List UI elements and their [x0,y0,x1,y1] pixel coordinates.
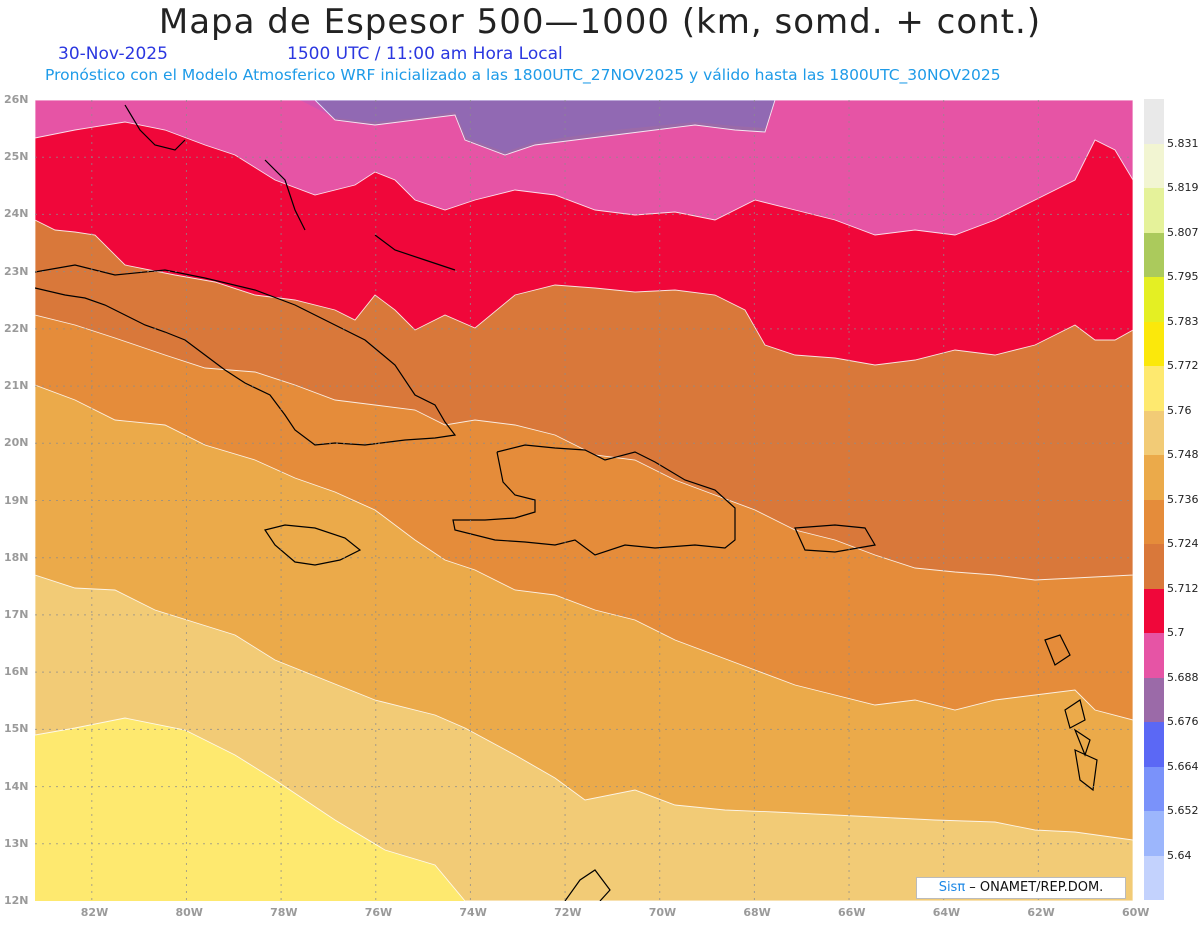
colorbar-label: 5.807 [1167,225,1199,239]
colorbar-label: 5.688 [1167,670,1199,684]
credit-brand: Sisπ [938,880,966,895]
colorbar-label: 5.7 [1167,626,1185,639]
lat-label: 23N [4,264,29,278]
colorbar-swatch [1144,499,1164,544]
colorbar-swatch [1144,143,1164,188]
lon-label: 60W [1122,906,1150,919]
lon-label: 70W [648,906,677,919]
lat-label: 15N [4,722,29,736]
colorbar-label: 5.724 [1167,537,1199,550]
lat-label: 22N [4,321,29,335]
lat-label: 20N [4,436,29,450]
lat-label: 21N [4,379,29,393]
lat-label: 16N [4,665,29,679]
colorbar-label: 5.831 [1167,136,1199,150]
colorbar-swatch [1144,855,1164,900]
colorbar-label: 5.795 [1167,270,1199,283]
forecast-description: Pronóstico con el Modelo Atmosferico WRF… [45,66,1001,84]
lon-label: 78W [270,906,298,919]
lon-label: 82W [80,906,109,919]
colorbar-swatch [1144,544,1164,589]
thickness-map [35,100,1133,901]
colorbar-swatch [1144,410,1164,455]
lon-label: 62W [1027,906,1055,919]
colorbar-label: 5.772 [1167,359,1199,372]
colorbar-swatch [1144,277,1164,322]
colorbar-swatch [1144,633,1164,678]
forecast-time: 1500 UTC / 11:00 am Hora Local [287,44,563,64]
colorbar-label: 5.748 [1167,448,1199,461]
colorbar-label: 5.664 [1167,759,1199,773]
colorbar-label: 5.64 [1167,848,1192,862]
colorbar-label: 5.819 [1167,181,1199,194]
colorbar-swatch [1144,677,1164,722]
lat-label: 17N [4,607,29,621]
colorbar-label: 5.783 [1167,314,1199,328]
colorbar-label: 5.712 [1167,581,1199,595]
lon-label: 74W [459,906,487,919]
lat-label: 13N [4,836,29,850]
lon-label: 68W [743,906,771,919]
colorbar-swatch [1144,722,1164,767]
forecast-date: 30-Nov-2025 [58,44,168,64]
coastlines [35,104,1098,901]
colorbar-swatch [1144,811,1164,856]
colorbar-label: 5.76 [1167,403,1192,417]
colorbar-swatch [1144,766,1164,811]
lon-label: 76W [364,906,393,919]
lat-label: 19N [4,493,29,507]
lon-label: 64W [932,906,961,919]
lat-label: 26N [4,93,29,106]
lat-label: 18N [4,550,29,564]
colorbar-swatch [1144,232,1164,277]
lat-label: 12N [4,894,29,907]
colorbar-swatch [1144,188,1164,233]
map-title: Mapa de Espesor 500—1000 (km, somd. + co… [158,2,1042,42]
colorbar-label: 5.676 [1167,715,1199,728]
colorbar-swatch [1144,366,1164,411]
credit-org: – ONAMET/REP.DOM. [965,880,1104,895]
lon-label: 72W [554,906,582,919]
colorbar-label: 5.736 [1167,492,1199,506]
lat-label: 14N [4,779,29,793]
lon-label: 80W [175,906,203,919]
credit-box: Sisπ – ONAMET/REP.DOM. [916,877,1126,899]
lon-label: 66W [838,906,866,919]
colorbar-swatch [1144,455,1164,500]
lat-label: 25N [4,150,29,164]
colorbar-swatch [1144,99,1164,144]
colorbar-swatch [1144,588,1164,633]
lat-label: 24N [4,207,29,221]
colorbar-label: 5.652 [1167,804,1199,817]
colorbar-swatch [1144,321,1164,366]
